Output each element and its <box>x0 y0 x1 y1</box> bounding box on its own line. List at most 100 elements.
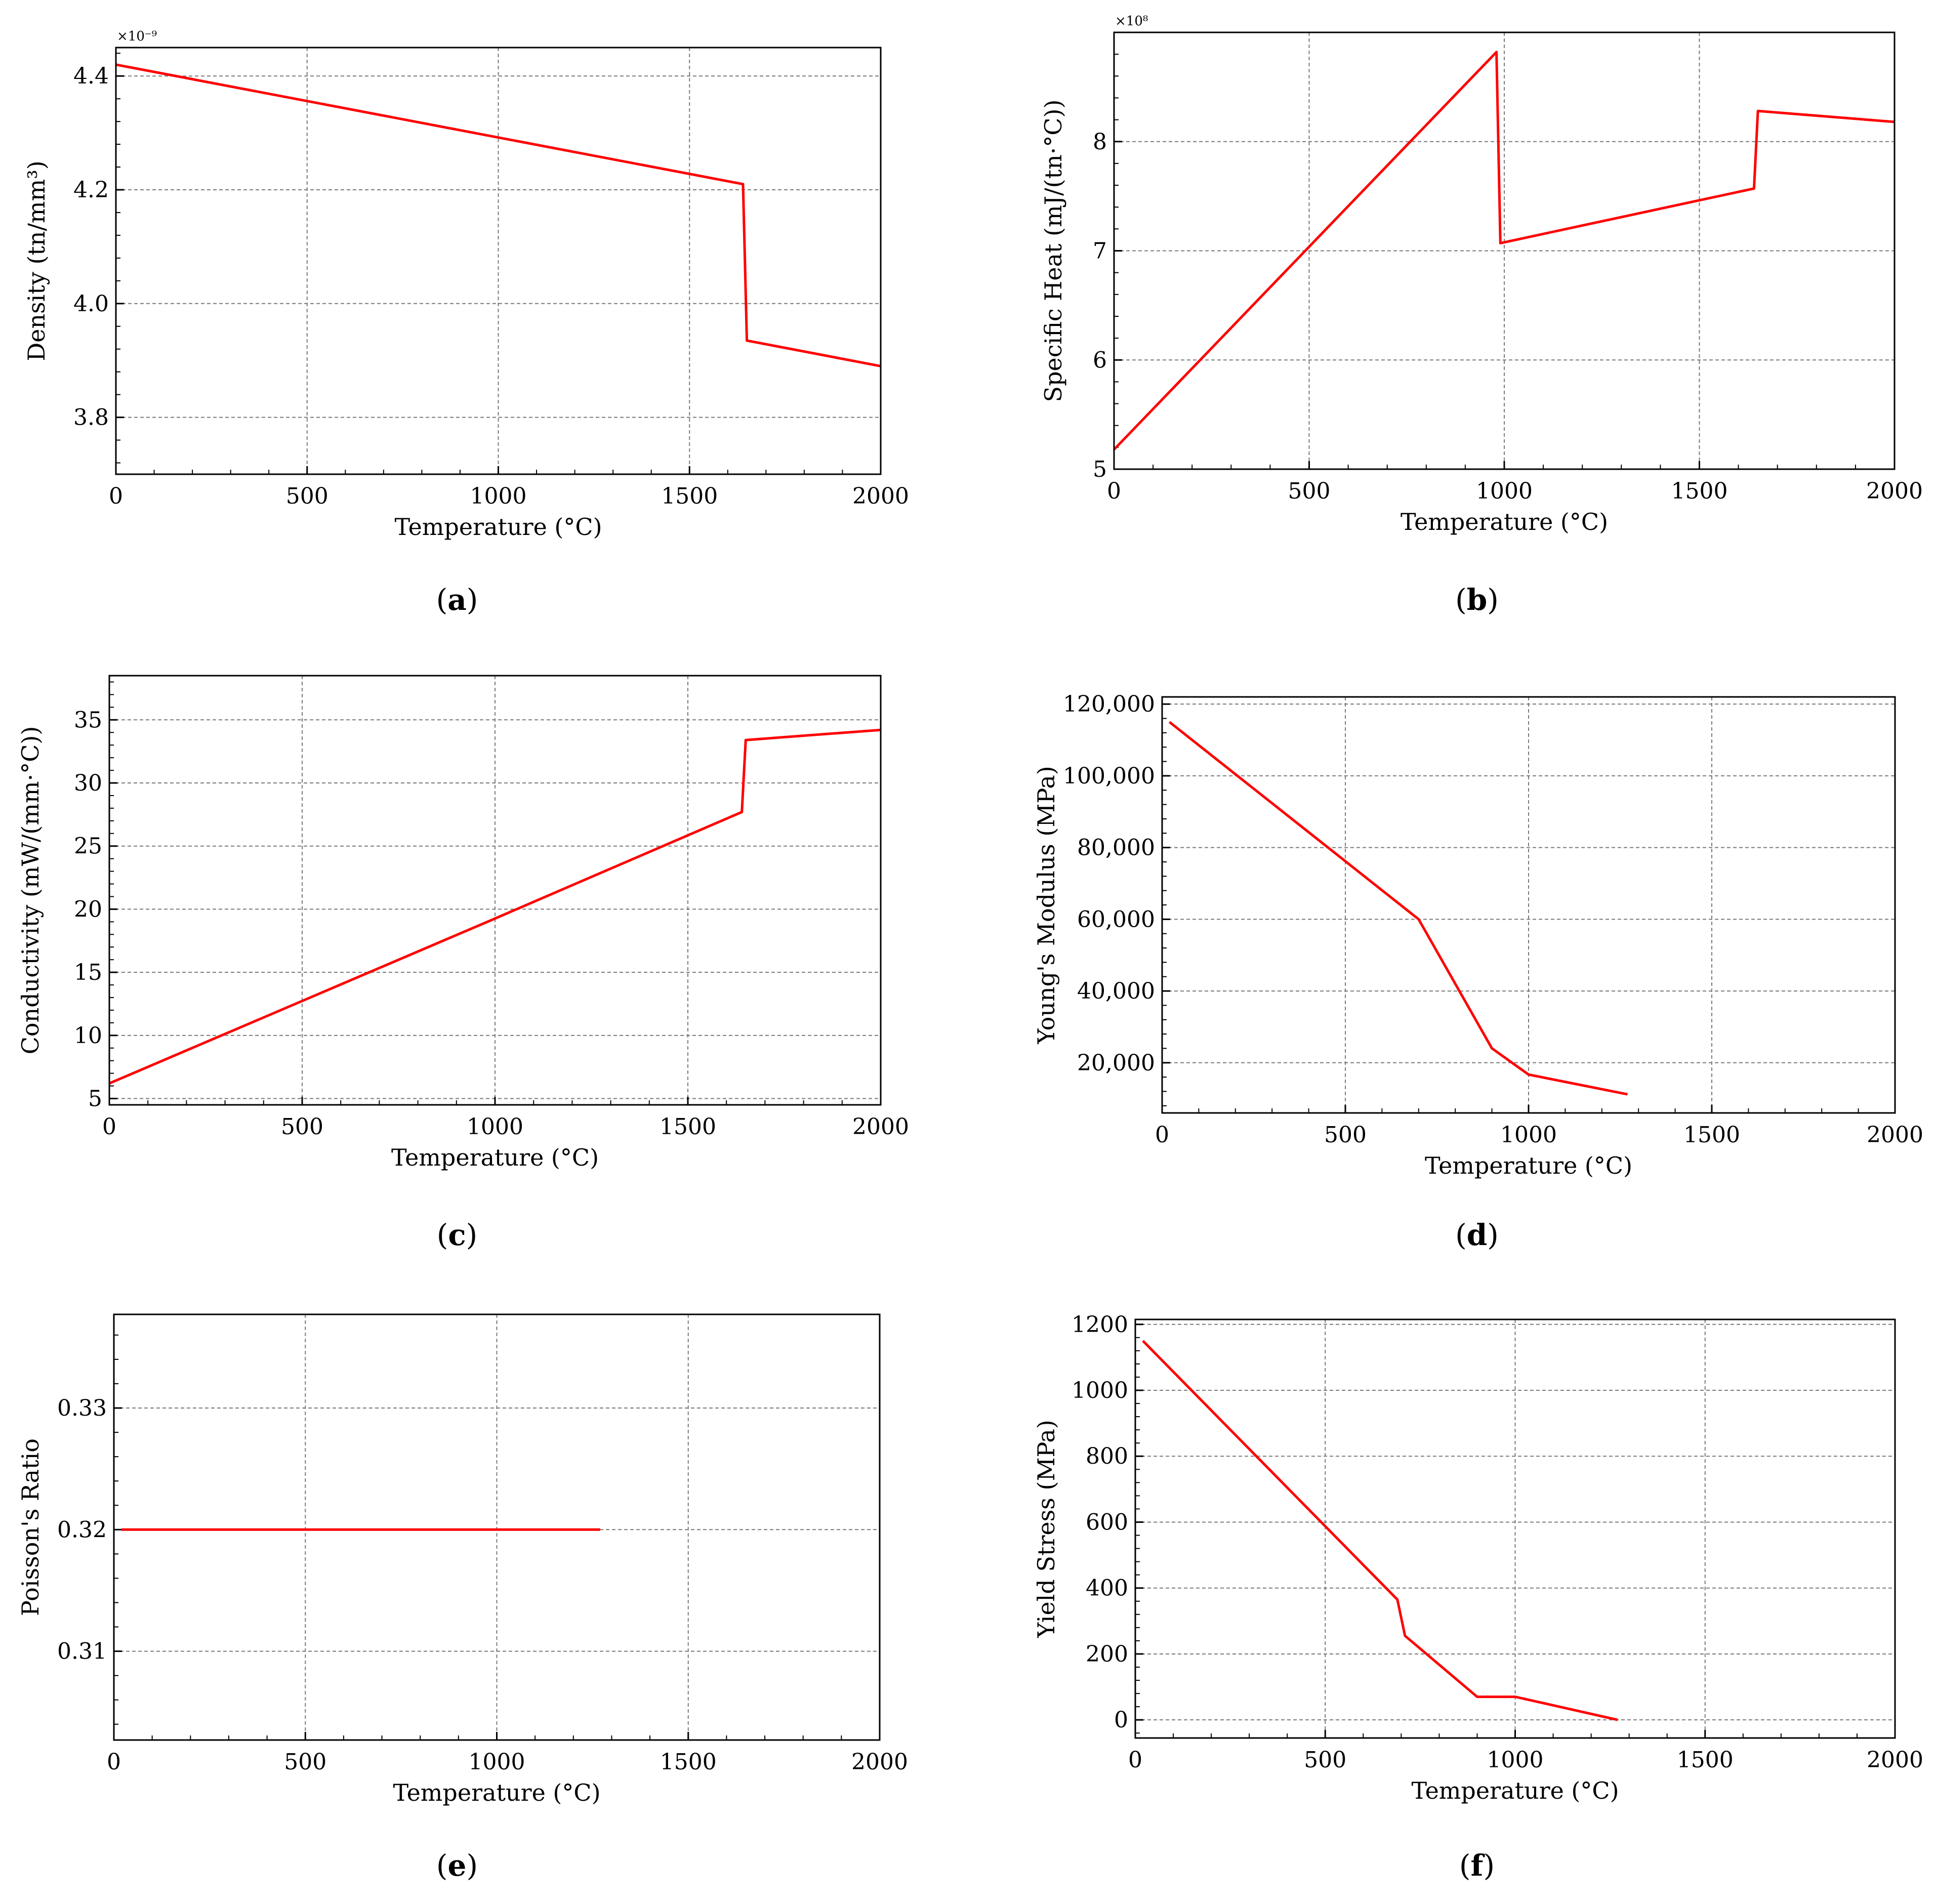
y-tick-label: 20 <box>74 896 102 922</box>
x-tick-label: 1500 <box>661 483 718 509</box>
x-tick-label: 500 <box>286 483 328 509</box>
x-tick-label: 0 <box>102 1114 116 1140</box>
caption-letter: b <box>1467 583 1488 617</box>
y-tick-label: 600 <box>1086 1509 1128 1535</box>
plot-frame <box>1161 696 1896 1114</box>
y-tick-label: 8 <box>1093 129 1107 155</box>
y-tick-label: 800 <box>1086 1443 1128 1469</box>
y-tick-label: 40,000 <box>1077 978 1155 1004</box>
y-axis-label: Density (tn/mm³) <box>23 160 50 361</box>
x-tick-label: 2000 <box>1866 478 1923 504</box>
x-tick-label: 2000 <box>852 1114 909 1140</box>
series-line-a <box>115 63 881 367</box>
y-tick-label: 30 <box>74 770 102 796</box>
y-axis-label: Young's Modulus (MPa) <box>1033 766 1060 1044</box>
x-tick-label: 2000 <box>1867 1747 1923 1773</box>
y-tick-label: 0.33 <box>57 1395 107 1421</box>
x-tick-label: 500 <box>281 1114 323 1140</box>
y-tick-label: 6 <box>1093 347 1107 373</box>
y-tick-label: 25 <box>74 834 102 859</box>
y-tick-label: 4.0 <box>73 291 109 317</box>
y-tick-label: 1200 <box>1072 1312 1128 1338</box>
x-tick-label: 500 <box>1288 478 1331 504</box>
panel-d: 0 500 1000 1500 2000 20,000 40,000 60,000 80,000… <box>1033 691 1923 1252</box>
panel-b: 0 500 1000 1500 2000 5 6 7 8 ×10⁸ Temperature (°C)… <box>1040 14 1923 617</box>
y-tick-label: 0.32 <box>57 1517 107 1543</box>
caption-letter: f <box>1471 1848 1486 1883</box>
x-axis-label: Temperature (°C) <box>393 1779 600 1806</box>
y-tick-label: 80,000 <box>1077 835 1155 861</box>
plot-frame <box>115 47 882 475</box>
x-tick-label: 1500 <box>1671 478 1728 504</box>
x-axis-label: Temperature (°C) <box>1425 1152 1632 1179</box>
plot-frame <box>113 1313 881 1741</box>
series-line-f <box>1142 1340 1618 1721</box>
plot-frame <box>108 675 882 1106</box>
caption-letter: c <box>448 1218 466 1252</box>
x-axis-label: Temperature (°C) <box>1401 508 1608 535</box>
y-axis-label: Conductivity (mW/(mm·°C)) <box>17 726 44 1055</box>
x-tick-label: 1500 <box>660 1749 717 1775</box>
y-tick-label: 35 <box>74 707 102 733</box>
x-axis-label: Temperature (°C) <box>1411 1777 1619 1804</box>
x-tick-label: 0 <box>109 483 123 509</box>
x-tick-label: 500 <box>284 1749 326 1775</box>
y-tick-label: 120,000 <box>1063 691 1155 717</box>
y-tick-label: 5 <box>1093 457 1107 482</box>
x-tick-label: 1000 <box>467 1114 523 1140</box>
panel-caption: (b) <box>1455 583 1499 617</box>
series-line-c <box>109 728 881 1085</box>
y-tick-label: 400 <box>1086 1576 1128 1601</box>
y-tick-label: 10 <box>74 1023 102 1049</box>
x-tick-label: 1000 <box>470 483 527 509</box>
y-tick-label: 5 <box>88 1086 102 1112</box>
x-axis-label: Temperature (°C) <box>394 513 602 541</box>
series-line-b <box>1113 51 1895 450</box>
panel-caption: (c) <box>437 1218 478 1252</box>
y-multiplier: ×10⁻⁹ <box>117 29 157 44</box>
x-tick-label: 2000 <box>852 483 909 509</box>
y-tick-label: 0 <box>1114 1707 1128 1733</box>
x-tick-label: 0 <box>1128 1747 1142 1773</box>
y-tick-label: 0.31 <box>57 1639 107 1665</box>
x-tick-label: 0 <box>1107 478 1121 504</box>
y-tick-label: 100,000 <box>1063 763 1155 789</box>
caption-letter: a <box>447 583 467 617</box>
x-tick-label: 2000 <box>851 1749 908 1775</box>
y-tick-label: 4.4 <box>73 63 109 89</box>
series-line-d <box>1168 721 1628 1096</box>
panel-caption: (e) <box>436 1848 478 1883</box>
x-tick-label: 1000 <box>1487 1747 1544 1773</box>
panel-e: 0 500 1000 1500 2000 0.31 0.32 0.33 Temperature … <box>17 1313 908 1883</box>
x-tick-label: 1500 <box>1683 1122 1740 1148</box>
panel-c: 0 500 1000 1500 2000 5 10 15 20 25 30 35 Temperature… <box>17 675 909 1252</box>
y-tick-label: 1000 <box>1072 1378 1128 1403</box>
plot-frame <box>1113 31 1896 470</box>
caption-letter: e <box>448 1848 467 1883</box>
x-tick-label: 1000 <box>469 1749 525 1775</box>
panel-a: 0 500 1000 1500 2000 3.8 4.0 4.2 4.4 ×10⁻⁹ Tempera… <box>23 29 909 617</box>
x-tick-label: 500 <box>1324 1122 1367 1148</box>
x-tick-label: 1000 <box>1500 1122 1557 1148</box>
x-tick-label: 500 <box>1304 1747 1346 1773</box>
panel-f: 0 500 1000 1500 2000 0 200 400 600 800 1000 1200 Tem… <box>1033 1312 1923 1883</box>
x-tick-label: 1000 <box>1476 478 1533 504</box>
y-tick-label: 60,000 <box>1077 906 1155 932</box>
x-tick-label: 1500 <box>660 1114 716 1140</box>
y-axis-label: Poisson's Ratio <box>17 1438 44 1616</box>
y-axis-label: Specific Heat (mJ/(tn·°C)) <box>1040 100 1067 402</box>
caption-letter: d <box>1467 1218 1488 1252</box>
x-tick-label: 2000 <box>1867 1122 1923 1148</box>
x-axis-label: Temperature (°C) <box>391 1144 599 1171</box>
y-tick-label: 3.8 <box>73 405 109 431</box>
y-tick-label: 4.2 <box>73 177 109 203</box>
panel-caption: (a) <box>436 583 478 617</box>
panel-caption: (f) <box>1459 1848 1495 1883</box>
y-tick-label: 20,000 <box>1077 1050 1155 1076</box>
plot-frame <box>1134 1318 1896 1739</box>
y-tick-label: 200 <box>1086 1641 1128 1667</box>
x-tick-label: 1500 <box>1677 1747 1734 1773</box>
x-tick-label: 0 <box>1155 1122 1169 1148</box>
panel-caption: (d) <box>1455 1218 1499 1252</box>
